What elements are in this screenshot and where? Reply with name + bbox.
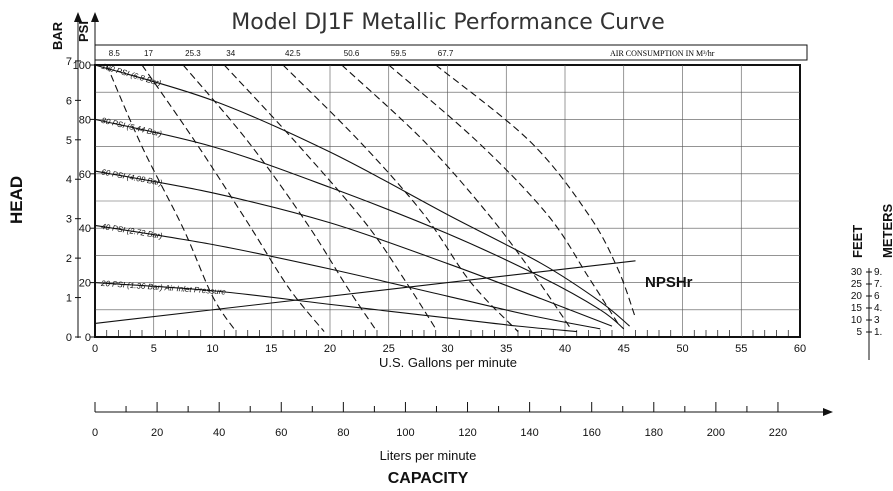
air-value-label: 42.5 — [285, 49, 301, 58]
feet-tick-label: 20 — [851, 291, 863, 302]
meters-tick-label: 3 — [874, 315, 880, 326]
lpm-tick-label: 80 — [337, 427, 349, 439]
psi-axis-label: PSI — [76, 21, 91, 42]
bar-tick-labels: 0 1 2 3 4 5 6 7 — [66, 56, 81, 344]
x-tick-label: 55 — [735, 343, 747, 355]
air-consumption-label: AIR CONSUMPTION IN M³/hr — [610, 49, 715, 58]
feet-tick-label: 30 — [851, 267, 863, 278]
air-curve-7 — [435, 64, 637, 319]
air-curve-2 — [182, 64, 378, 332]
meters-tick-label: 1. — [874, 327, 882, 338]
x-tick-label: 20 — [324, 343, 336, 355]
head-axis-label: HEAD — [7, 176, 26, 224]
meters-tick-label: 6 — [874, 291, 880, 302]
air-curve-0 — [106, 64, 237, 332]
series-line-3 — [94, 224, 601, 330]
x-tick-label: 40 — [559, 343, 571, 355]
air-value-label: 59.5 — [391, 49, 407, 58]
psi-tick-label: 20 — [79, 278, 91, 290]
lpm-tick-label: 180 — [645, 427, 663, 439]
x-tick-label: 25 — [383, 343, 395, 355]
npsh-scale-ticks: 30 9. 25 7. 20 6 15 4. 10 3 5 1. — [851, 267, 882, 338]
series-line-0 — [94, 64, 630, 327]
lpm-tick-label: 120 — [458, 427, 476, 439]
psi-tick-labels: 0 20 40 60 80 100 — [73, 60, 95, 344]
air-curve-1 — [141, 64, 325, 332]
x-tick-label: 5 — [151, 343, 157, 355]
meters-tick-label: 4. — [874, 303, 882, 314]
x-tick-label: 45 — [618, 343, 630, 355]
bar-tick-label: 5 — [66, 135, 72, 147]
lpm-tick-label: 0 — [92, 427, 98, 439]
x-tick-label: 0 — [92, 343, 98, 355]
x-tick-label: 35 — [500, 343, 512, 355]
series-line-5 — [94, 260, 636, 324]
capacity-label: CAPACITY — [388, 470, 469, 487]
air-curve-3 — [223, 64, 437, 330]
bar-tick-label: 1 — [66, 293, 72, 305]
series-line-4 — [94, 282, 577, 333]
air-value-label: 67.7 — [438, 49, 454, 58]
bar-tick-label: 6 — [66, 95, 72, 107]
series-line-2 — [94, 170, 613, 327]
bar-axis-arrow — [74, 12, 82, 22]
bar-tick-label: 3 — [66, 214, 72, 226]
feet-tick-label: 25 — [851, 279, 863, 290]
air-value-label: 25.3 — [185, 49, 201, 58]
meters-tick-label: 9. — [874, 267, 882, 278]
psi-tick-label: 60 — [79, 169, 91, 181]
curve-label-4: 20 PSI (1.36 Bar) Air Inlet Pressure — [100, 279, 227, 297]
psi-tick-label: 0 — [85, 332, 91, 344]
bar-tick-label: 7 — [66, 56, 72, 68]
gpm-tick-labels: 0 5 10 15 20 25 30 35 40 45 50 55 60 — [92, 343, 806, 355]
x-tick-label: 15 — [265, 343, 277, 355]
lpm-axis-label: Liters per minute — [380, 448, 477, 463]
lpm-tick-label: 20 — [151, 427, 163, 439]
gpm-axis-label: U.S. Gallons per minute — [379, 355, 517, 370]
bar-tick-label: 4 — [66, 174, 72, 186]
lpm-tick-label: 200 — [707, 427, 725, 439]
bar-tick-label: 0 — [66, 332, 72, 344]
lpm-tick-label: 140 — [520, 427, 538, 439]
feet-tick-label: 5 — [856, 327, 862, 338]
air-curve-4 — [282, 64, 519, 332]
x-tick-label: 50 — [676, 343, 688, 355]
x-tick-label: 10 — [206, 343, 218, 355]
air-value-label: 8.5 — [109, 49, 121, 58]
air-curve-6 — [388, 64, 619, 324]
feet-label: FEET — [850, 225, 865, 258]
feet-tick-label: 10 — [851, 315, 863, 326]
chart-title: Model DJ1F Metallic Performance Curve — [231, 10, 664, 35]
psi-axis-arrow — [91, 12, 99, 22]
x-tick-label: 30 — [441, 343, 453, 355]
lpm-tick-labels: 0 20 40 60 80 100 120 140 160 180 200 220 — [92, 402, 787, 439]
performance-curves — [94, 64, 636, 333]
lpm-axis-arrow — [823, 408, 833, 416]
psi-tick-label: 100 — [73, 60, 91, 72]
psi-tick-label: 80 — [79, 114, 91, 126]
air-curve-5 — [341, 64, 572, 330]
lpm-tick-label: 40 — [213, 427, 225, 439]
lpm-tick-label: 160 — [583, 427, 601, 439]
psi-tick-label: 40 — [79, 223, 91, 235]
meters-tick-label: 7. — [874, 279, 882, 290]
air-consumption-labels: 8.5 17 25.3 34 42.5 50.6 59.5 67.7 — [109, 49, 454, 58]
npsh-label: NPSHr — [645, 274, 693, 291]
meters-label: METERS — [880, 204, 893, 259]
bar-axis-label: BAR — [50, 21, 65, 50]
lpm-tick-label: 220 — [769, 427, 787, 439]
lpm-tick-label: 60 — [275, 427, 287, 439]
x-tick-label: 60 — [794, 343, 806, 355]
series-line-1 — [94, 118, 625, 330]
air-value-label: 50.6 — [344, 49, 360, 58]
air-value-label: 17 — [144, 49, 153, 58]
air-value-label: 34 — [226, 49, 235, 58]
lpm-tick-label: 100 — [396, 427, 414, 439]
bar-tick-label: 2 — [66, 253, 72, 265]
curve-labels: 100 PSI (6.8 Bar)80 PSI (5.44 Bar)60 PSI… — [100, 62, 227, 297]
air-consumption-curves — [106, 64, 637, 332]
feet-tick-label: 15 — [851, 303, 863, 314]
